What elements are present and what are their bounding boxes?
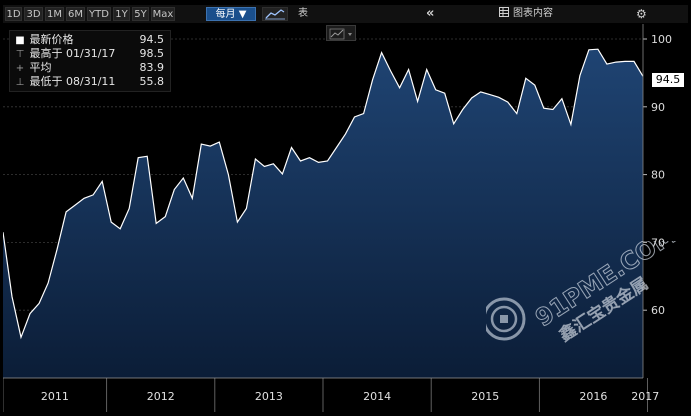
range-button-5y[interactable]: 5Y	[132, 7, 149, 21]
x-year-label: 2017	[631, 390, 659, 403]
last-price-flag: 94.5	[652, 73, 684, 87]
y-tick-label: 60	[651, 304, 665, 317]
price-area	[3, 49, 643, 378]
x-year-label: 2016	[579, 390, 607, 403]
range-button-max[interactable]: Max	[151, 7, 175, 21]
table-icon	[499, 7, 511, 21]
x-axis-band	[3, 378, 688, 412]
gear-icon[interactable]: ⚙	[636, 7, 647, 21]
chart-type-dropdown[interactable]	[326, 25, 356, 41]
y-tick-label: 100	[651, 33, 672, 46]
legend-value: 55.8	[139, 75, 165, 88]
chart-content-button[interactable]: 图表内容	[513, 8, 553, 19]
y-tick-label: 80	[651, 169, 665, 182]
watermark-logo: 91PME.COM 鑫汇宝贵金属	[486, 241, 682, 347]
y-tick-label: 90	[651, 101, 665, 114]
range-button-1d[interactable]: 1D	[5, 7, 22, 21]
legend-row-last: ■ 最新价格 94.5	[14, 33, 164, 46]
legend-row-high: ⊤ 最高于 01/31/17 98.5	[14, 47, 164, 60]
range-button-ytd[interactable]: YTD	[87, 7, 111, 21]
table-button[interactable]: 表	[298, 8, 308, 19]
range-button-3d[interactable]: 3D	[24, 7, 43, 21]
legend-label: 最低于 08/31/11	[29, 75, 116, 88]
chart-toolbar: 1D 3D 1M 6M YTD 1Y 5Y Max 每月 ▼ 表 « 图表内容 ⚙	[3, 5, 688, 23]
legend-label: 最高于 01/31/17	[29, 47, 116, 60]
range-button-1y[interactable]: 1Y	[113, 7, 130, 21]
period-select[interactable]: 每月 ▼	[206, 7, 256, 21]
x-year-label: 2015	[471, 390, 499, 403]
line-chart-icon	[329, 28, 352, 40]
range-button-6m[interactable]: 6M	[66, 7, 85, 21]
square-marker-icon: ■	[15, 35, 25, 46]
legend-row-low: ⊥ 最低于 08/31/11 55.8	[14, 75, 164, 88]
range-button-1m[interactable]: 1M	[45, 7, 64, 21]
legend-value: 94.5	[139, 33, 165, 46]
legend-row-average: + 平均 83.9	[14, 61, 164, 74]
x-year-label: 2013	[255, 390, 283, 403]
legend-label: 最新价格	[29, 33, 74, 46]
low-marker-icon: ⊥	[15, 77, 25, 88]
line-chart-glyph	[265, 9, 285, 20]
x-year-label: 2012	[147, 390, 175, 403]
y-tick-label: 70	[651, 236, 665, 249]
x-year-label: 2011	[41, 390, 69, 403]
price-area-chart: 60 70 80 90 100 2011 2012 2013 2014 2015 2016 2017	[3, 24, 688, 412]
line-chart-icon[interactable]	[262, 7, 288, 21]
legend-value: 83.9	[139, 61, 165, 74]
average-marker-icon: +	[15, 63, 25, 74]
double-chevron-left-icon[interactable]: «	[426, 6, 435, 21]
legend-box: ■ 最新价格 94.5 ⊤ 最高于 01/31/17 98.5 + 平均 83.…	[9, 30, 171, 92]
y-axis: 60 70 80 90 100	[642, 24, 672, 378]
high-marker-icon: ⊤	[15, 49, 25, 60]
legend-value: 98.5	[139, 47, 165, 60]
price-line	[3, 48, 644, 340]
x-year-label: 2014	[363, 390, 391, 403]
legend-label: 平均	[29, 61, 52, 74]
x-axis: 2011 2012 2013 2014 2015 2016 2017	[3, 377, 688, 412]
